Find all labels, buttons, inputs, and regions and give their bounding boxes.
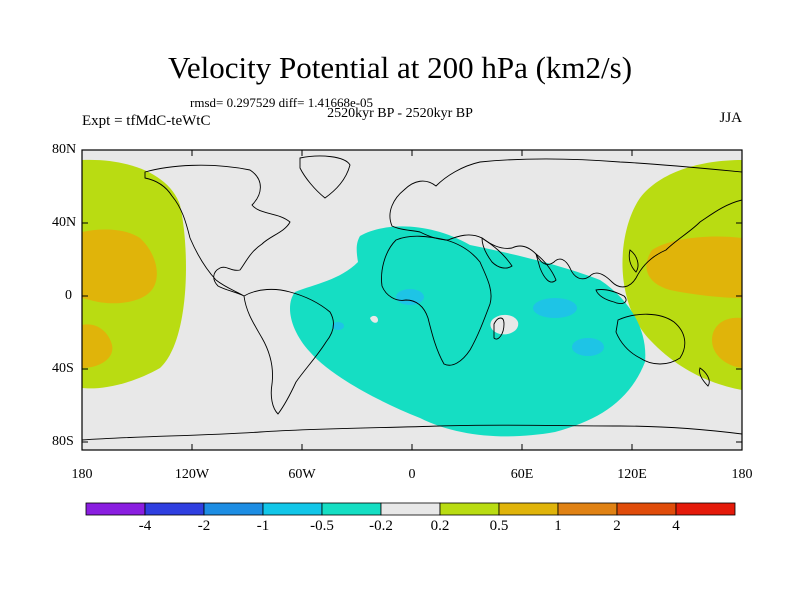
colorbar-swatch — [498, 502, 559, 516]
colorbar-label: 0.5 — [489, 518, 509, 534]
colorbar-label: -4 — [138, 518, 152, 534]
coast-africa — [381, 235, 492, 366]
period-label: 2520kyr BP - 2520kyr BP — [327, 106, 473, 121]
lon-label-180e: 180 — [731, 467, 753, 482]
colorbar-label: -1 — [256, 518, 270, 534]
coast-greenland — [299, 155, 351, 199]
negative-core-brazil — [332, 322, 344, 330]
positive-core-southeast — [712, 317, 742, 368]
positive-core-southwest — [82, 324, 113, 368]
season-label: JJA — [719, 110, 742, 126]
coast-south-america — [243, 288, 334, 415]
colorbar-swatch — [439, 502, 500, 516]
colorbar-label: 2 — [613, 518, 621, 534]
colorbar-label: -0.5 — [310, 518, 334, 534]
coast-madagascar — [493, 317, 505, 340]
coast-indonesia — [595, 289, 627, 305]
coast-north-america — [144, 164, 291, 297]
negative-core-south — [572, 338, 604, 356]
lat-label-80s: 80S — [52, 434, 74, 449]
lon-label-60w: 60W — [288, 467, 316, 482]
coast-new-zealand — [699, 367, 710, 387]
positive-core-west — [82, 229, 157, 304]
colorbar-swatch — [321, 502, 382, 516]
plot-title: Velocity Potential at 200 hPa (km2/s) — [167, 50, 633, 85]
map-fields — [82, 150, 742, 450]
lon-label-60e: 60E — [510, 467, 534, 482]
coast-japan — [628, 249, 639, 273]
colorbar-label: 0.2 — [430, 518, 450, 534]
lat-label-40n: 40N — [52, 215, 77, 230]
coast-antarctica — [82, 424, 742, 441]
lon-label-120e: 120E — [617, 467, 647, 482]
colorbar-swatch — [675, 502, 736, 516]
colorbar-swatch — [380, 502, 441, 516]
colorbar-swatch — [616, 502, 677, 516]
colorbar-label: -0.2 — [369, 518, 393, 534]
colorbar-swatch — [144, 502, 205, 516]
experiment-label: Expt = tfMdC-teWtC — [82, 113, 211, 129]
lon-label-0: 0 — [408, 467, 416, 482]
lat-label-eq: 0 — [65, 288, 72, 303]
colorbar-swatch — [85, 502, 146, 516]
lat-label-80n: 80N — [52, 142, 77, 157]
colorbar — [85, 502, 736, 516]
axis-ticks — [82, 149, 742, 450]
lon-label-120w: 120W — [174, 467, 210, 482]
lon-label-180w: 180 — [71, 467, 93, 482]
coast-india — [535, 252, 557, 283]
colorbar-swatch — [262, 502, 323, 516]
colorbar-label: 4 — [672, 518, 680, 534]
coast-arabia — [481, 237, 513, 269]
lat-label-40s: 40S — [52, 361, 74, 376]
stats-label: rmsd= 0.297529 diff= 1.41668e-05 — [190, 95, 374, 110]
colorbar-swatch — [557, 502, 618, 516]
neutral-hole-small — [370, 315, 378, 323]
negative-core-africa — [396, 289, 424, 305]
coast-australia — [615, 313, 686, 365]
colorbar-label: 1 — [554, 518, 562, 534]
colorbar-label: -2 — [197, 518, 211, 534]
negative-region-main — [290, 226, 646, 437]
negative-core-indian — [533, 298, 577, 318]
colorbar-swatch — [203, 502, 264, 516]
positive-core-east — [646, 236, 742, 298]
coastlines — [82, 155, 742, 441]
